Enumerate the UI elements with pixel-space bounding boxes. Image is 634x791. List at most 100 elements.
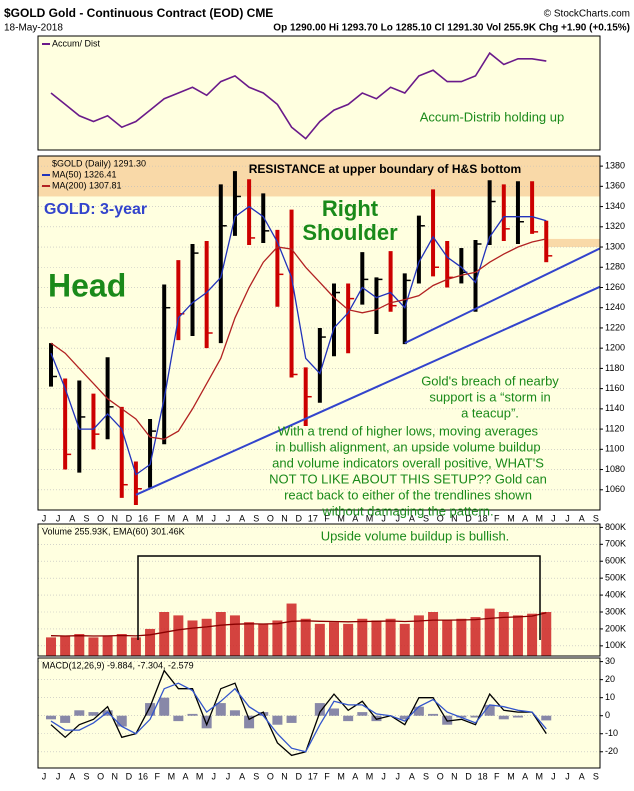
y-tick-label: 100K xyxy=(605,640,626,650)
x-tick-label: O xyxy=(437,513,444,523)
x-tick-label: S xyxy=(253,513,259,523)
histogram-bar xyxy=(343,715,354,722)
volume-bar xyxy=(215,612,226,656)
x-tick-label: 18 xyxy=(478,771,488,781)
x-tick-label: M xyxy=(366,771,374,781)
annotation: Shoulder xyxy=(302,220,398,245)
x-tick-label: N xyxy=(451,513,458,523)
y-tick-label: 1360 xyxy=(605,181,625,191)
x-tick-label: M xyxy=(536,771,544,781)
volume-bar xyxy=(116,634,127,656)
volume-bar xyxy=(541,612,552,656)
y-tick-label: 1200 xyxy=(605,343,625,353)
x-tick-label: D xyxy=(465,771,472,781)
x-tick-label: J xyxy=(381,513,386,523)
y-tick-label: 1180 xyxy=(605,363,624,373)
y-tick-label: 1160 xyxy=(605,383,624,393)
histogram-bar xyxy=(498,715,509,720)
annotation: Head xyxy=(48,267,126,303)
histogram-bar xyxy=(314,703,325,716)
y-tick-label: 1100 xyxy=(605,444,624,454)
histogram-bar xyxy=(357,712,368,716)
histogram-bar xyxy=(428,713,439,716)
histogram-bar xyxy=(46,715,56,720)
y-tick-label: 1300 xyxy=(605,241,625,251)
series-line xyxy=(50,669,547,757)
x-tick-label: N xyxy=(451,771,458,781)
volume-bar xyxy=(286,603,297,656)
panel-border xyxy=(37,155,601,511)
volume-bar xyxy=(187,620,198,656)
annotation: With a trend of higher lows, moving aver… xyxy=(278,423,539,438)
x-tick-label: A xyxy=(579,513,585,523)
series-line xyxy=(50,682,547,753)
volume-bar xyxy=(46,637,56,656)
histogram-bar xyxy=(159,697,170,716)
volume-bar xyxy=(428,612,439,656)
volume-bar xyxy=(470,617,481,656)
histogram-bar xyxy=(145,703,156,716)
volume-bar xyxy=(60,635,71,656)
x-tick-label: F xyxy=(154,513,160,523)
x-tick-label: F xyxy=(324,771,330,781)
volume-bar xyxy=(456,618,467,656)
x-tick-label: J xyxy=(565,771,570,781)
x-tick-label: J xyxy=(396,513,401,523)
x-tick-label: S xyxy=(83,771,89,781)
y-tick-label: 600K xyxy=(605,556,626,566)
volume-bar xyxy=(343,623,354,656)
histogram-bar xyxy=(258,712,269,716)
volume-bar xyxy=(300,618,311,656)
volume-bar xyxy=(145,628,156,656)
x-tick-label: D xyxy=(465,513,472,523)
volume-bar xyxy=(130,637,141,656)
x-tick-label: S xyxy=(253,771,259,781)
x-tick-label: J xyxy=(565,513,570,523)
x-tick-label: 16 xyxy=(138,513,148,523)
annotation: in bullish alignment, an upside volume b… xyxy=(275,439,540,454)
x-tick-label: M xyxy=(366,513,374,523)
x-tick-label: N xyxy=(112,513,119,523)
x-tick-label: M xyxy=(337,513,345,523)
x-tick-label: A xyxy=(409,771,415,781)
x-tick-label: M xyxy=(507,513,515,523)
x-tick-label: F xyxy=(324,513,330,523)
panel-border xyxy=(37,35,601,151)
x-tick-label: A xyxy=(409,513,415,523)
legend-entry: MA(50) 1326.41 xyxy=(52,169,117,179)
histogram-bar xyxy=(187,713,198,716)
y-tick-label: 1060 xyxy=(605,484,625,494)
x-tick-label: J xyxy=(56,771,61,781)
x-tick-label: D xyxy=(295,771,302,781)
x-tick-label: J xyxy=(42,771,47,781)
x-tick-label: A xyxy=(239,513,245,523)
x-tick-label: O xyxy=(437,771,444,781)
y-tick-label: 20 xyxy=(605,674,615,684)
x-tick-label: M xyxy=(168,513,176,523)
x-tick-label: M xyxy=(507,771,515,781)
volume-bar xyxy=(258,623,269,656)
x-tick-label: A xyxy=(69,513,75,523)
panel-border xyxy=(37,657,601,769)
volume-bar xyxy=(413,615,424,656)
x-tick-label: J xyxy=(42,513,47,523)
date: 18-May-2018 xyxy=(4,23,63,34)
volume-bar xyxy=(484,608,495,656)
y-tick-label: 1120 xyxy=(605,423,624,433)
x-tick-label: 18 xyxy=(478,513,488,523)
volume-bar xyxy=(357,618,368,656)
legend: MACD(12,26,9) -9.884, -7.304, -2.579 xyxy=(42,660,194,670)
x-tick-label: J xyxy=(212,513,217,523)
histogram-bar xyxy=(456,715,467,718)
y-tick-label: 1320 xyxy=(605,221,625,231)
x-tick-label: J xyxy=(551,771,556,781)
histogram-bar xyxy=(512,715,523,718)
x-tick-label: O xyxy=(97,771,104,781)
y-tick-label: 10 xyxy=(605,692,615,702)
volume-bar xyxy=(314,623,325,656)
histogram-bar xyxy=(470,715,481,718)
x-tick-label: M xyxy=(196,513,204,523)
band xyxy=(38,156,600,197)
quote: Op 1290.00 Hi 1293.70 Lo 1285.10 Cl 1291… xyxy=(273,23,630,34)
